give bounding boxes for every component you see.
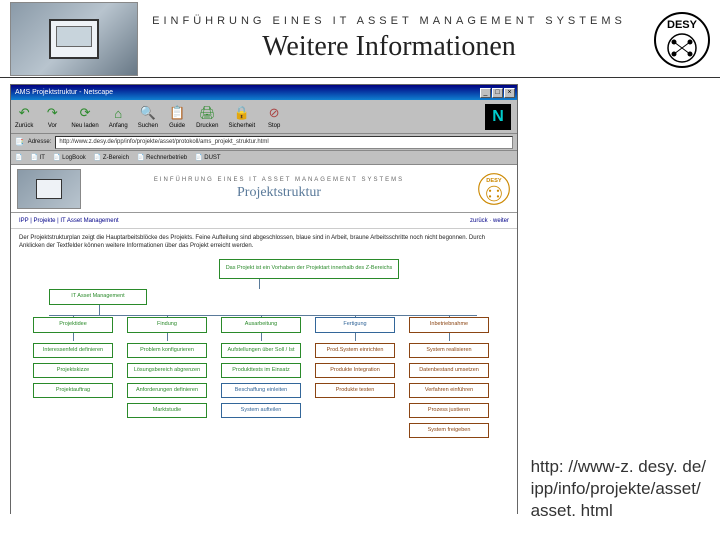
address-bar-row: 📑 Adresse: http://www.z.desy.de/ipp/info… bbox=[11, 134, 517, 151]
address-input[interactable]: http://www.z.desy.de/ipp/info/projekte/a… bbox=[55, 136, 513, 149]
inner-photo bbox=[17, 169, 81, 209]
maximize-button[interactable]: □ bbox=[492, 88, 503, 98]
url-text: http: //www-z. desy. de/ ipp/info/projek… bbox=[531, 456, 706, 522]
breadcrumb-nav[interactable]: zurück · weiter bbox=[470, 218, 509, 224]
inner-title: Projektstruktur bbox=[81, 185, 477, 201]
window-titlebar: AMS Projektstruktur - Netscape _ □ × bbox=[11, 85, 517, 100]
close-button[interactable]: × bbox=[504, 88, 515, 98]
chart-task[interactable]: Beschaffung einleiten bbox=[221, 383, 301, 398]
mini-monitor-icon bbox=[36, 179, 62, 199]
svg-text:DESY: DESY bbox=[486, 178, 502, 184]
page-title: Weitere Informationen bbox=[138, 31, 640, 63]
chart-task[interactable]: Interessenfeld definieren bbox=[33, 343, 113, 358]
bookmark-item[interactable]: 📄 LogBook bbox=[53, 154, 86, 161]
window-title: AMS Projektstruktur - Netscape bbox=[13, 89, 479, 96]
toolbar-neu laden-button[interactable]: ⟳Neu laden bbox=[71, 104, 98, 129]
chart-phase[interactable]: Fertigung bbox=[315, 317, 395, 333]
page-body: Der Projektstrukturplan zeigt die Haupta… bbox=[11, 229, 517, 495]
chart-task[interactable]: Lösungsbereich abgrenzen bbox=[127, 363, 207, 378]
minimize-button[interactable]: _ bbox=[480, 88, 491, 98]
chart-task[interactable]: Prod.System einrichten bbox=[315, 343, 395, 358]
chart-task[interactable]: System freigeben bbox=[409, 423, 489, 438]
chart-task[interactable]: Marktstudie bbox=[127, 403, 207, 418]
bookmark-item[interactable]: 📄 DUST bbox=[195, 154, 220, 161]
inner-desy-logo: DESY bbox=[477, 172, 511, 206]
desy-logo: DESY bbox=[652, 10, 712, 70]
chart-task[interactable]: System aufteilen bbox=[221, 403, 301, 418]
toolbar-vor-button[interactable]: ↷Vor bbox=[43, 104, 61, 129]
chart-task[interactable]: Projektauftrag bbox=[33, 383, 113, 398]
chart-task[interactable]: Verfahren einführen bbox=[409, 383, 489, 398]
browser-toolbar: ↶Zurück ↷Vor ⟳Neu laden ⌂Anfang 🔍Suchen 📋Guid… bbox=[11, 100, 517, 134]
chart-task[interactable]: Prozess justieren bbox=[409, 403, 489, 418]
toolbar-stop-button[interactable]: ⊘Stop bbox=[265, 104, 283, 129]
chart-task[interactable]: Datenbestand umsetzen bbox=[409, 363, 489, 378]
chart-task[interactable]: System realisieren bbox=[409, 343, 489, 358]
header-kicker: EINFÜHRUNG EINES IT ASSET MANAGEMENT SYS… bbox=[138, 15, 640, 27]
page-content: EINFÜHRUNG EINES IT ASSET MANAGEMENT SYS… bbox=[11, 165, 517, 515]
bookmarks-bar: 📄 📄 IT 📄 LogBook 📄 Z-Bereich 📄 Rechnerbetrie… bbox=[11, 151, 517, 165]
header-text: EINFÜHRUNG EINES IT ASSET MANAGEMENT SYS… bbox=[138, 15, 720, 63]
url-line: ipp/info/projekte/asset/ bbox=[531, 478, 706, 500]
toolbar-guide-button[interactable]: 📋Guide bbox=[168, 104, 186, 129]
url-line: asset. html bbox=[531, 500, 706, 522]
toolbar-drucken-button[interactable]: 🖨Drucken bbox=[196, 104, 218, 129]
chart-task[interactable]: Problem konfigurieren bbox=[127, 343, 207, 358]
slide-header: EINFÜHRUNG EINES IT ASSET MANAGEMENT SYS… bbox=[0, 0, 720, 78]
netscape-logo-icon: N bbox=[485, 104, 511, 130]
chart-phase[interactable]: Inbetriebnahme bbox=[409, 317, 489, 333]
chart-task[interactable]: Produkte testen bbox=[315, 383, 395, 398]
breadcrumb: IPP | Projekte | IT Asset Management zur… bbox=[11, 213, 517, 229]
chart-project[interactable]: IT Asset Management bbox=[49, 289, 147, 305]
toolbar-anfang-button[interactable]: ⌂Anfang bbox=[109, 104, 128, 129]
url-line: http: //www-z. desy. de/ bbox=[531, 456, 706, 478]
bookmark-item[interactable]: 📄 Rechnerbetrieb bbox=[137, 154, 187, 161]
toolbar-suchen-button[interactable]: 🔍Suchen bbox=[138, 104, 158, 129]
monitor-icon bbox=[49, 19, 99, 59]
bookmark-item[interactable]: 📄 Z-Bereich bbox=[94, 154, 129, 161]
chart-task[interactable]: Produkte Integration bbox=[315, 363, 395, 378]
bookmark-item[interactable]: 📄 IT bbox=[30, 154, 44, 161]
svg-text:DESY: DESY bbox=[667, 19, 698, 31]
chart-phase[interactable]: Ausarbeitung bbox=[221, 317, 301, 333]
intro-text: Der Projektstrukturplan zeigt die Haupta… bbox=[19, 235, 509, 251]
browser-screenshot: AMS Projektstruktur - Netscape _ □ × ↶Zu… bbox=[10, 84, 518, 514]
breadcrumb-left[interactable]: IPP | Projekte | IT Asset Management bbox=[19, 218, 470, 224]
bookmark-icon: 📄 bbox=[15, 154, 22, 161]
header-photo bbox=[10, 2, 138, 76]
address-label: Adresse: bbox=[28, 139, 52, 145]
chart-task[interactable]: Projektskizze bbox=[33, 363, 113, 378]
toolbar-zurück-button[interactable]: ↶Zurück bbox=[15, 104, 33, 129]
chart-task[interactable]: Produkttests im Einsatz bbox=[221, 363, 301, 378]
chart-task[interactable]: Anforderungen definieren bbox=[127, 383, 207, 398]
inner-header: EINFÜHRUNG EINES IT ASSET MANAGEMENT SYS… bbox=[11, 165, 517, 213]
chart-phase[interactable]: Projektidee bbox=[33, 317, 113, 333]
bookmarks-icon[interactable]: 📑 bbox=[15, 138, 24, 146]
inner-kicker: EINFÜHRUNG EINES IT ASSET MANAGEMENT SYS… bbox=[81, 177, 477, 183]
toolbar-sicherheit-button[interactable]: 🔒Sicherheit bbox=[228, 104, 255, 129]
chart-phase[interactable]: Findung bbox=[127, 317, 207, 333]
chart-root[interactable]: Das Projekt ist ein Vorhaben der Projekt… bbox=[219, 259, 399, 279]
project-structure-chart: Das Projekt ist ein Vorhaben der Projekt… bbox=[19, 259, 509, 489]
chart-task[interactable]: Aufstellungen über Soll / Ist bbox=[221, 343, 301, 358]
